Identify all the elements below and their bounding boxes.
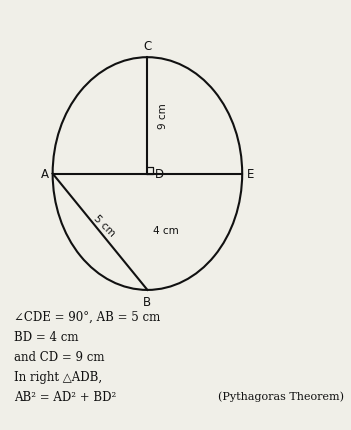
Text: 5 cm: 5 cm <box>92 213 117 238</box>
Text: A: A <box>40 168 48 181</box>
Text: (Pythagoras Theorem): (Pythagoras Theorem) <box>218 390 344 401</box>
Text: ∠CDE = 90°, AB = 5 cm: ∠CDE = 90°, AB = 5 cm <box>14 310 160 322</box>
Text: 4 cm: 4 cm <box>153 225 179 235</box>
Text: BD = 4 cm: BD = 4 cm <box>14 330 79 343</box>
Text: In right △ADB,: In right △ADB, <box>14 370 102 383</box>
Text: B: B <box>143 295 152 308</box>
Text: E: E <box>246 168 254 181</box>
Text: AB² = AD² + BD²: AB² = AD² + BD² <box>14 390 116 403</box>
Text: C: C <box>143 40 152 53</box>
Text: 9 cm: 9 cm <box>158 103 168 129</box>
Text: D: D <box>155 168 164 181</box>
Text: and CD = 9 cm: and CD = 9 cm <box>14 350 105 363</box>
